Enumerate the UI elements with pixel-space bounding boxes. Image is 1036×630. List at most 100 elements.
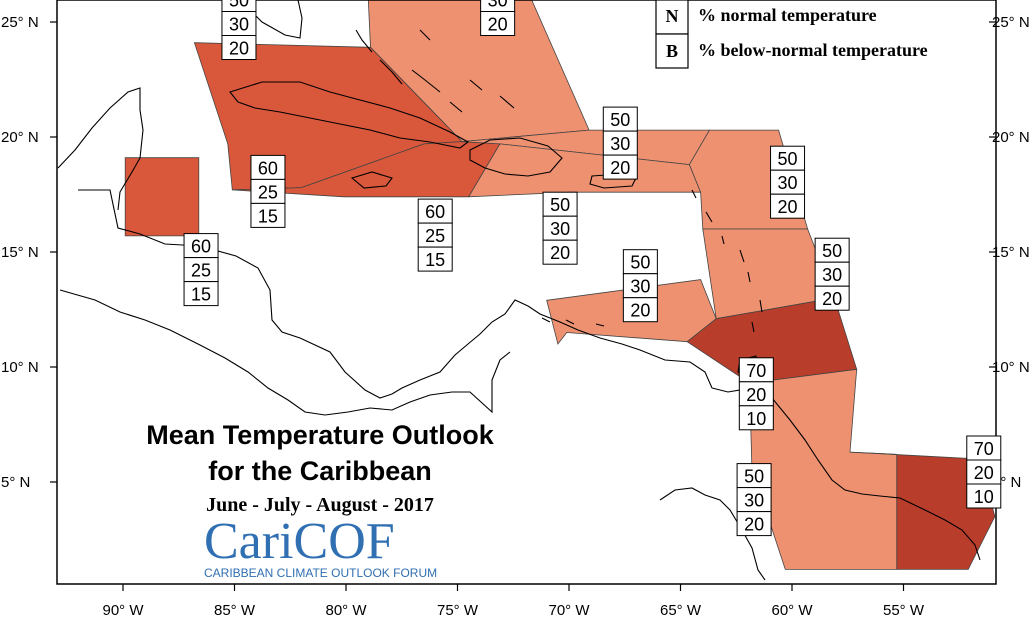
probability-value: 30	[488, 0, 508, 11]
lon-label: 75° W	[437, 602, 479, 619]
probability-value: 25	[425, 226, 445, 246]
probability-box-4: 60 25 15	[183, 233, 219, 307]
probability-value: 20	[550, 243, 570, 263]
probability-cell	[770, 145, 806, 171]
probability-cell	[738, 405, 774, 431]
probability-box-13: 50 30 20	[736, 463, 772, 537]
lon-label: 65° W	[660, 602, 702, 619]
probability-value: 20	[778, 197, 798, 217]
probability-value: 25	[258, 182, 278, 202]
probability-cell	[602, 154, 638, 180]
probability-value: 30	[822, 265, 842, 285]
probability-value: 20	[229, 39, 249, 59]
coastline-bahamas	[355, 29, 515, 113]
probability-cell	[183, 281, 219, 307]
probability-value: 50	[550, 195, 570, 215]
probability-value: 20	[744, 515, 764, 535]
lat-label-left: 25° N	[1, 14, 39, 31]
probability-cell	[738, 381, 774, 407]
caricof-logo: CariCOF CARIBBEAN CLIMATE OUTLOOK FORUM	[204, 513, 437, 580]
lon-label: 85° W	[214, 602, 256, 619]
logo-name: CariCOF	[204, 513, 395, 570]
lon-label: 90° W	[102, 602, 144, 619]
map-tick-labels: 25° N 25° N 20° N 20° N 15° N 15° N 10° N 10° N…	[1, 14, 1030, 619]
coastline-pacific-central-america	[59, 289, 511, 416]
lat-label-right: 10° N	[992, 359, 1030, 376]
title-line2: for the Caribbean	[208, 456, 432, 486]
probability-cell	[770, 193, 806, 219]
legend-n-box	[655, 0, 689, 35]
probability-value: 60	[425, 202, 445, 222]
probability-value: 20	[746, 385, 766, 405]
probability-box-5: 60 25 15	[417, 198, 453, 272]
lon-label: 80° W	[325, 602, 367, 619]
probability-cell	[480, 11, 516, 36]
probability-box-10: 50 30 20	[622, 249, 658, 323]
probability-value: 70	[974, 439, 994, 459]
legend-n-letter: N	[666, 6, 679, 26]
coastlines	[57, 0, 981, 581]
probability-value: 20	[822, 289, 842, 309]
title-line1: Mean Temperature Outlook	[146, 420, 495, 450]
coastline-pacific-south	[659, 487, 766, 581]
coastline-jamaica	[350, 171, 393, 189]
probability-cell	[738, 357, 774, 383]
probability-value: 30	[630, 277, 650, 297]
coastline-cuba	[229, 81, 470, 149]
probability-cell	[221, 11, 257, 36]
probability-value: 30	[550, 219, 570, 239]
probability-value: 10	[746, 409, 766, 429]
map-title-block: Mean Temperature Outlook for the Caribbe…	[146, 420, 495, 516]
probability-cell	[250, 178, 286, 204]
probability-value: 20	[974, 463, 994, 483]
probability-cell	[966, 483, 1002, 509]
probability-cell	[966, 459, 1002, 485]
probability-boxes: 5030203020602515602515602515503020503020…	[183, 0, 1002, 537]
logo-subtitle: CARIBBEAN CLIMATE OUTLOOK FORUM	[204, 566, 437, 580]
title-period: June - July - August - 2017	[206, 494, 434, 516]
probability-cell	[417, 246, 453, 272]
probability-box-12: 70 20 10	[966, 435, 1002, 509]
probability-cell	[417, 222, 453, 248]
probability-cell	[221, 35, 257, 60]
probability-value: 30	[778, 173, 798, 193]
probability-cell	[966, 435, 1002, 461]
probability-cell	[736, 487, 772, 513]
coastline-abc-islands	[541, 317, 605, 327]
legend-n-text: % normal temperature	[698, 5, 877, 25]
legend-b-letter: B	[666, 41, 678, 61]
lon-label: 60° W	[771, 602, 813, 619]
lat-label-right: 25° N	[992, 14, 1030, 31]
probability-value: 50	[610, 110, 630, 130]
probability-value: 60	[191, 237, 211, 257]
lat-label-right: 15° N	[992, 244, 1030, 261]
probability-cell	[736, 511, 772, 537]
probability-value: 25	[191, 261, 211, 281]
probability-box-6: 50 30 20	[602, 106, 638, 180]
probability-value: 50	[778, 149, 798, 169]
probability-value: 20	[488, 15, 508, 35]
lon-label: 70° W	[548, 602, 590, 619]
lat-label-left: 5° N	[1, 474, 30, 491]
probability-value: 20	[610, 158, 630, 178]
probability-cell	[250, 202, 286, 228]
probability-cell	[542, 215, 578, 241]
probability-box-7: 50 30 20	[542, 191, 578, 265]
probability-cell	[814, 261, 850, 287]
lat-label-left: 10° N	[1, 359, 39, 376]
probability-value: 50	[630, 253, 650, 273]
probability-box-9: 50 30 20	[814, 237, 850, 311]
probability-box-8: 50 30 20	[770, 145, 806, 219]
probability-value: 50	[229, 0, 249, 11]
probability-value: 50	[822, 241, 842, 261]
legend-b-text: % below-normal temperature	[698, 40, 928, 60]
probability-box-11: 70 20 10	[738, 357, 774, 431]
probability-value: 60	[258, 158, 278, 178]
probability-value: 70	[746, 361, 766, 381]
lat-label-right: 20° N	[992, 129, 1030, 146]
probability-value: 15	[191, 285, 211, 305]
coastline-central-america	[78, 189, 713, 399]
probability-cell	[814, 237, 850, 263]
